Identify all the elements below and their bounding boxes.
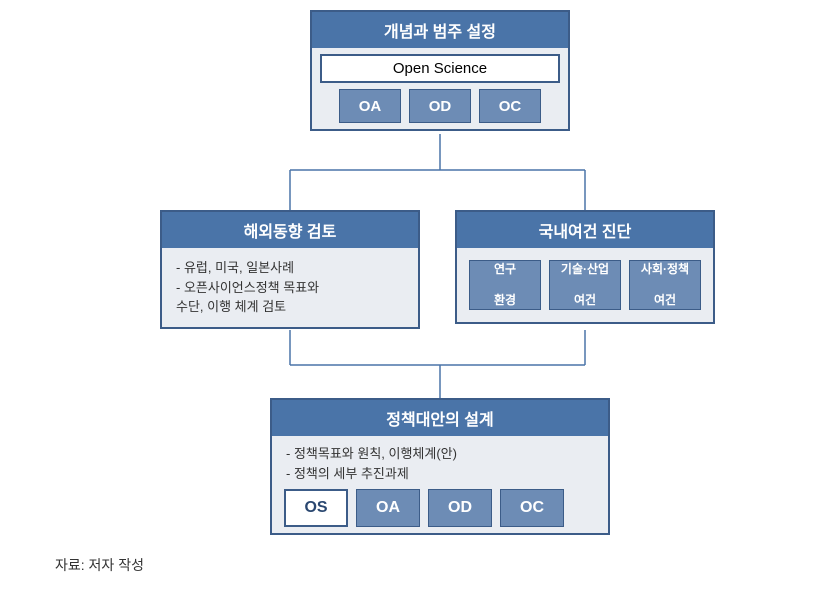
bullet-item: - 오픈사이언스정책 목표와 (176, 278, 404, 298)
flowchart-container: 개념과 범주 설정 Open Science OA OD OC 해외동향 검토 … (0, 0, 830, 591)
chip-od: OD (409, 89, 471, 123)
chip-line2: 여건 (574, 293, 596, 309)
chip-os: OS (284, 489, 348, 527)
chip-row: 연구 환경 기술·산업 여건 사회·정책 여건 (467, 260, 703, 310)
chip-tech-industry: 기술·산업 여건 (549, 260, 621, 310)
chip-line1: 기술·산업 (561, 262, 609, 278)
bullet-item: 수단, 이행 체계 검토 (176, 297, 404, 317)
chip-oa: OA (339, 89, 401, 123)
node-concept-scope: 개념과 범주 설정 Open Science OA OD OC (310, 10, 570, 131)
chip-line1: 사회·정책 (641, 262, 689, 278)
node-title: 국내여건 진단 (457, 212, 713, 248)
chip-research-env: 연구 환경 (469, 260, 541, 310)
node-body: Open Science OA OD OC (312, 48, 568, 129)
chip-line2: 여건 (654, 293, 676, 309)
node-policy-design: 정책대안의 설계 - 정책목표와 원칙, 이행체계(안) - 정책의 세부 추진… (270, 398, 610, 535)
node-title: 개념과 범주 설정 (312, 12, 568, 48)
chip-od: OD (428, 489, 492, 527)
chip-oc: OC (500, 489, 564, 527)
node-body: - 유럽, 미국, 일본사례 - 오픈사이언스정책 목표와 수단, 이행 체계 … (162, 248, 418, 327)
chip-row: OA OD OC (320, 89, 560, 123)
node-body: 연구 환경 기술·산업 여건 사회·정책 여건 (457, 248, 713, 322)
bullet-item: - 정책의 세부 추진과제 (286, 464, 594, 484)
source-caption: 자료: 저자 작성 (55, 555, 144, 575)
node-title: 정책대안의 설계 (272, 400, 608, 436)
bullet-list: - 정책목표와 원칙, 이행체계(안) - 정책의 세부 추진과제 (280, 442, 600, 489)
node-title: 해외동향 검토 (162, 212, 418, 248)
bullet-item: - 정책목표와 원칙, 이행체계(안) (286, 444, 594, 464)
chip-line1: 연구 (494, 262, 516, 278)
bullet-item: - 유럽, 미국, 일본사례 (176, 258, 404, 278)
chip-oc: OC (479, 89, 541, 123)
chip-line2: 환경 (494, 293, 516, 309)
node-body: - 정책목표와 원칙, 이행체계(안) - 정책의 세부 추진과제 OS OA … (272, 436, 608, 533)
sub-label-open-science: Open Science (320, 54, 560, 83)
chip-social-policy: 사회·정책 여건 (629, 260, 701, 310)
chip-oa: OA (356, 489, 420, 527)
node-domestic-diagnosis: 국내여건 진단 연구 환경 기술·산업 여건 사회·정책 여건 (455, 210, 715, 324)
bullet-list: - 유럽, 미국, 일본사례 - 오픈사이언스정책 목표와 수단, 이행 체계 … (170, 254, 410, 321)
chip-row: OS OA OD OC (280, 489, 600, 527)
node-overseas-review: 해외동향 검토 - 유럽, 미국, 일본사례 - 오픈사이언스정책 목표와 수단… (160, 210, 420, 329)
